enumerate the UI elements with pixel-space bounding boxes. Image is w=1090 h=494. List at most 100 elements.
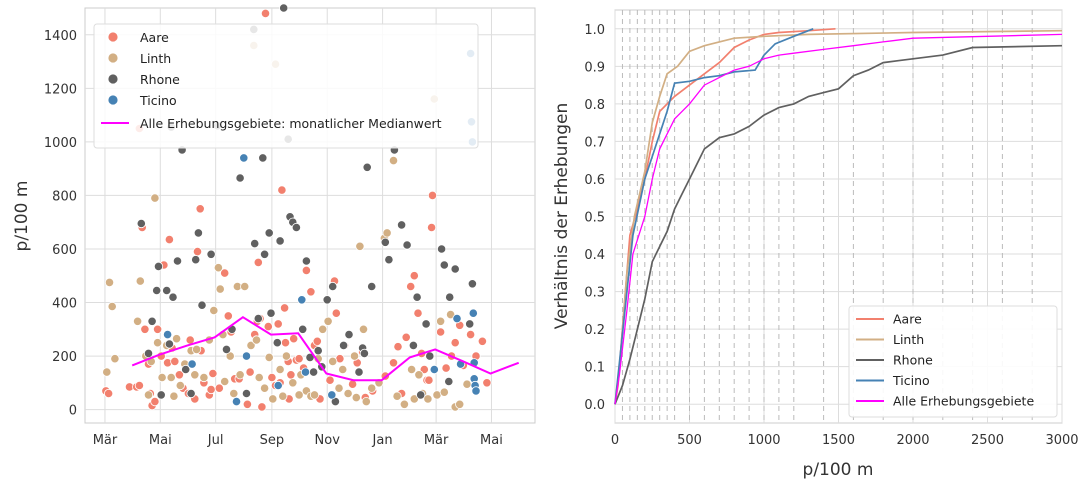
scatter-point xyxy=(220,268,230,278)
scatter-point xyxy=(441,363,451,373)
scatter-point xyxy=(382,228,392,238)
cdf-legend-label: Alle Erhebungsgebiete xyxy=(893,394,1034,409)
legend-marker-rhone xyxy=(107,73,119,85)
scatter-point xyxy=(331,308,341,318)
scatter-point xyxy=(246,340,256,350)
scatter-point xyxy=(259,249,270,259)
scatter-point xyxy=(263,321,273,332)
scatter-point xyxy=(172,256,183,266)
scatter-point xyxy=(272,338,282,348)
scatter-point xyxy=(328,356,338,366)
scatter-point xyxy=(452,313,462,324)
scatter-point xyxy=(260,8,271,18)
scatter-point xyxy=(306,287,316,297)
scatter-point xyxy=(215,284,225,294)
scatter-y-tick-label: 600 xyxy=(52,243,77,258)
scatter-point xyxy=(279,3,289,13)
cdf-y-tick-label: 0.7 xyxy=(584,135,605,150)
cdf-x-tick-label: 2000 xyxy=(896,433,929,448)
scatter-point xyxy=(169,391,179,401)
median-line xyxy=(131,315,520,382)
cdf-x-tick-label: 500 xyxy=(677,433,702,448)
cdf-y-tick-label: 1.0 xyxy=(584,23,605,38)
cdf-legend: Aare Linth Rhone Ticino Alle Erhebungsgebiet… xyxy=(848,305,1058,418)
scatter-point xyxy=(294,390,304,400)
scatter-point xyxy=(351,392,361,403)
scatter-point xyxy=(399,399,409,409)
scatter-point xyxy=(367,383,377,393)
scatter-point xyxy=(401,332,411,342)
scatter-point xyxy=(362,162,372,172)
scatter-x-tick-label: Mär xyxy=(424,433,449,448)
scatter-point xyxy=(192,247,203,257)
scatter-point xyxy=(241,351,252,361)
scatter-legend-label: Ticino xyxy=(139,93,177,108)
scatter-point xyxy=(323,316,333,326)
scatter-point xyxy=(239,153,249,163)
scatter-point xyxy=(318,324,328,334)
scatter-point xyxy=(301,265,311,275)
scatter-point xyxy=(349,351,360,361)
scatter-legend-label: Alle Erhebungsgebiete: monatlicher Media… xyxy=(140,116,442,131)
scatter-point xyxy=(152,285,162,296)
scatter-point xyxy=(107,301,117,312)
scatter-x-ticks: Mär Mai Jul Sep Nov Jan Mär Mai xyxy=(93,433,503,448)
scatter-point xyxy=(421,319,431,329)
scatter-x-tick-label: Mai xyxy=(480,433,503,448)
cdf-y-ticks: 0.0 0.1 0.2 0.3 0.4 0.5 0.6 0.7 0.8 0.9 1.0 xyxy=(584,23,605,413)
scatter-point xyxy=(482,378,492,388)
scatter-series-aare xyxy=(101,8,492,412)
scatter-point xyxy=(347,379,358,389)
scatter-point xyxy=(338,364,348,375)
cdf-x-tick-label: 2500 xyxy=(971,433,1004,448)
scatter-point xyxy=(355,241,365,251)
cdf-y-tick-label: 0.4 xyxy=(584,248,605,263)
scatter-x-tick-label: Jan xyxy=(372,433,393,448)
scatter-point xyxy=(414,370,424,380)
scatter-point xyxy=(170,356,180,366)
scatter-point xyxy=(308,367,319,377)
scatter-point xyxy=(213,263,223,273)
scatter-point xyxy=(220,376,230,387)
scatter-point xyxy=(278,391,288,401)
scatter-point xyxy=(288,378,298,388)
scatter-point xyxy=(231,396,242,407)
scatter-point xyxy=(408,340,418,350)
scatter-point xyxy=(153,338,163,348)
scatter-point xyxy=(467,279,477,289)
scatter-point xyxy=(439,387,449,397)
scatter-point xyxy=(197,300,207,310)
scatter-point xyxy=(325,375,335,385)
scatter-point xyxy=(175,380,185,391)
scatter-point xyxy=(192,344,202,354)
median-line-group xyxy=(131,315,520,382)
scatter-point xyxy=(199,372,209,383)
scatter-point xyxy=(275,364,285,375)
scatter-point xyxy=(445,292,455,302)
scatter-y-tick-label: 0 xyxy=(69,404,77,419)
scatter-point xyxy=(251,335,262,345)
scatter-point xyxy=(135,276,145,286)
cdf-x-ticks: 0 500 1000 1500 2000 2500 3000 xyxy=(611,433,1079,448)
scatter-point xyxy=(267,372,277,383)
cdf-y-tick-label: 0.3 xyxy=(584,286,605,301)
scatter-point xyxy=(221,344,232,354)
scatter-point xyxy=(281,351,291,361)
cdf-legend-label: Aare xyxy=(893,312,922,327)
cdf-y-tick-label: 0.0 xyxy=(584,398,605,413)
scatter-point xyxy=(392,391,402,401)
scatter-point xyxy=(280,338,291,348)
scatter-point xyxy=(273,319,283,329)
scatter-point xyxy=(465,319,475,329)
scatter-point xyxy=(406,281,416,292)
scatter-legend-label: Linth xyxy=(140,51,171,66)
scatter-point xyxy=(327,390,337,400)
cdf-legend-label: Ticino xyxy=(892,373,930,388)
scatter-point xyxy=(334,383,344,393)
scatter-point xyxy=(150,396,160,407)
scatter-point xyxy=(359,348,369,358)
scatter-point xyxy=(328,281,338,292)
cdf-x-tick-label: 1500 xyxy=(822,433,855,448)
scatter-point xyxy=(187,359,197,369)
scatter-point xyxy=(277,185,287,195)
